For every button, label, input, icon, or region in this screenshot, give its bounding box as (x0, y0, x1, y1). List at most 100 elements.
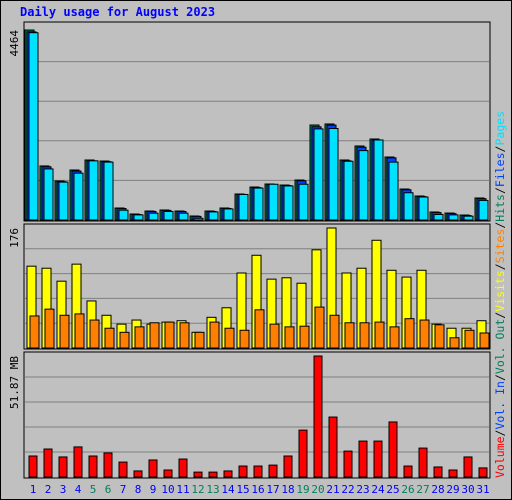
bar (179, 322, 190, 349)
bar (479, 332, 490, 349)
legend-separator: / (493, 187, 507, 194)
x-tick-label: 7 (120, 483, 127, 496)
x-tick-label: 25 (386, 483, 399, 496)
bar (433, 466, 443, 478)
bar (163, 210, 174, 221)
bar (463, 215, 474, 221)
x-tick-label: 15 (236, 483, 249, 496)
bar (178, 212, 189, 221)
bar (28, 32, 39, 221)
bar (389, 326, 400, 349)
bar (464, 329, 475, 349)
bar (253, 465, 263, 478)
x-tick-label: 27 (416, 483, 429, 496)
chart-title: Daily usage for August 2023 (20, 5, 215, 19)
bar (148, 459, 158, 478)
legend-separator: / (493, 312, 507, 319)
bar (163, 469, 173, 478)
bar (44, 308, 55, 349)
bar (43, 448, 53, 478)
bar (58, 456, 68, 478)
x-tick-label: 16 (251, 483, 264, 496)
bar (208, 471, 218, 478)
bar (224, 327, 235, 349)
bar (388, 421, 398, 478)
bar (118, 461, 128, 478)
x-tick-label: 22 (341, 483, 354, 496)
bar (58, 181, 69, 221)
bar (328, 127, 339, 221)
x-tick-label: 28 (431, 483, 444, 496)
bar (434, 324, 445, 349)
bar (283, 185, 294, 221)
bar (343, 450, 353, 478)
legend-entry: Files (493, 152, 507, 187)
bar (74, 313, 85, 349)
legend-entry: Volume (493, 436, 507, 478)
bar (73, 446, 83, 478)
bar (149, 322, 160, 349)
legend-separator: / (493, 429, 507, 436)
bar (148, 212, 159, 221)
x-tick-label: 19 (296, 483, 309, 496)
bar (253, 187, 264, 221)
bar (463, 456, 473, 478)
x-tick-label: 2 (45, 483, 52, 496)
bar (418, 196, 429, 221)
x-tick-label: 26 (401, 483, 414, 496)
bar (388, 161, 399, 221)
bar (313, 128, 324, 221)
bar (358, 150, 369, 221)
bar (73, 172, 84, 221)
bar (88, 160, 99, 221)
x-tick-label: 8 (135, 483, 142, 496)
bar (478, 199, 489, 221)
bar (118, 209, 129, 221)
legend-entry: Vol. In (493, 381, 507, 429)
bar (418, 447, 428, 478)
bar (283, 455, 293, 478)
x-tick-label: 13 (206, 483, 219, 496)
x-tick-label: 10 (161, 483, 174, 496)
bar (208, 211, 219, 221)
bar (194, 331, 205, 349)
legend-separator: / (493, 374, 507, 381)
bar (284, 326, 295, 349)
x-tick-label: 11 (176, 483, 189, 496)
legend-separator: / (493, 222, 507, 229)
bar (133, 214, 144, 221)
legend: Volume/Vol. In/Vol. Out/Visits/Sites/Hit… (493, 111, 507, 478)
bar (223, 470, 233, 478)
x-tick-label: 4 (75, 483, 82, 496)
bar (178, 458, 188, 478)
bar (373, 440, 383, 478)
bar (328, 416, 338, 478)
x-tick-label: 18 (281, 483, 294, 496)
bar (314, 306, 325, 349)
legend-entry: Pages (493, 111, 507, 146)
bar (103, 452, 113, 478)
legend-separator: / (493, 263, 507, 270)
bar (59, 314, 70, 349)
x-tick-label: 23 (356, 483, 369, 496)
x-tick-label: 21 (326, 483, 339, 496)
bar (298, 183, 309, 221)
bar (433, 213, 444, 221)
x-tick-label: 5 (90, 483, 97, 496)
bar (103, 161, 114, 221)
bar (313, 355, 323, 478)
bar (269, 323, 280, 349)
legend-separator: / (493, 145, 507, 152)
bar (448, 214, 459, 221)
bar (164, 321, 175, 349)
bar (104, 327, 115, 349)
bar (358, 440, 368, 478)
bar (133, 470, 143, 478)
bar (43, 168, 54, 221)
x-tick-label: 12 (191, 483, 204, 496)
x-tick-label: 20 (311, 483, 324, 496)
bar (238, 193, 249, 221)
y-tick-label: 176 (8, 228, 21, 248)
bar (359, 322, 370, 349)
